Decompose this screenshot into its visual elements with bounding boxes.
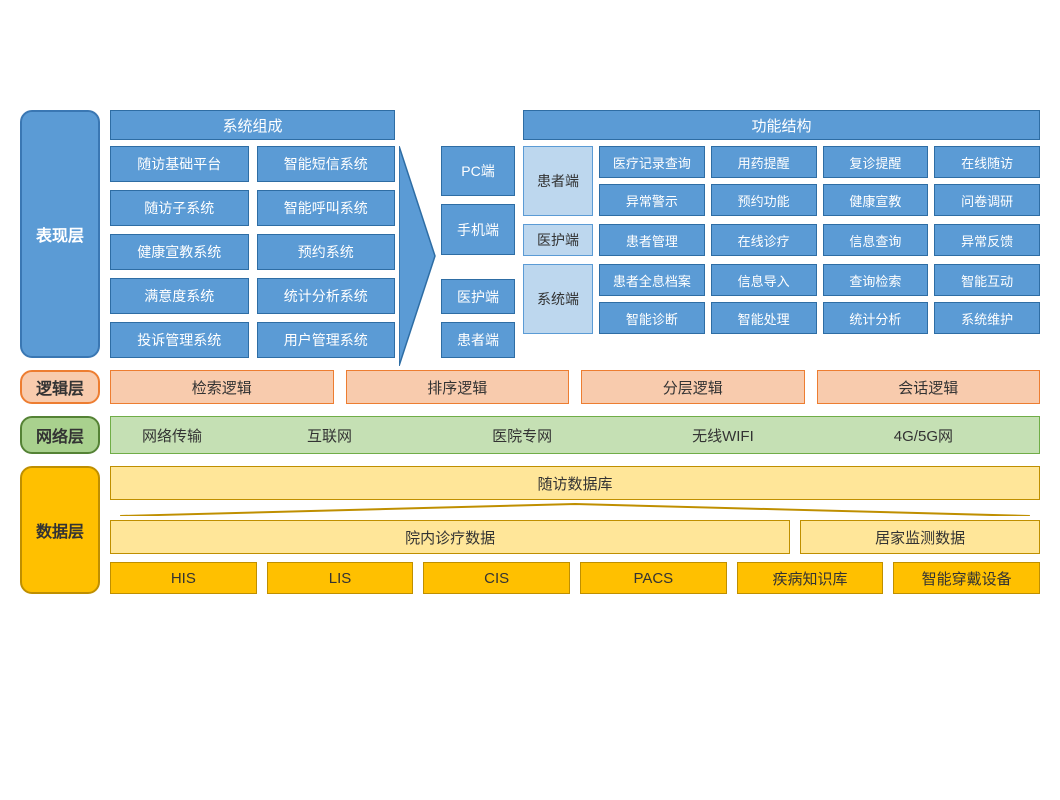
- role-system: 系统端: [523, 264, 593, 334]
- role-patient: 患者端: [523, 146, 593, 216]
- layer-label-network: 网络层: [20, 416, 100, 454]
- func-item: 复诊提醒: [823, 146, 929, 178]
- func-item: 信息查询: [823, 224, 929, 256]
- sys-item: 统计分析系统: [257, 278, 396, 314]
- sys-item: 智能短信系统: [257, 146, 396, 182]
- data-home: 居家监测数据: [800, 520, 1040, 554]
- logic-item: 分层逻辑: [581, 370, 805, 404]
- func-item: 患者管理: [599, 224, 705, 256]
- network-item: 4G/5G网: [894, 425, 953, 446]
- header-system-composition: 系统组成: [110, 110, 395, 140]
- sys-item: 预约系统: [257, 234, 396, 270]
- data-db: 随访数据库: [110, 466, 1040, 500]
- header-function-structure: 功能结构: [523, 110, 1040, 140]
- func-item: 异常反馈: [934, 224, 1040, 256]
- systems-grid: 随访基础平台 智能短信系统 随访子系统 智能呼叫系统 健康宣教系统 预约系统 满…: [110, 146, 395, 358]
- func-item: 智能互动: [934, 264, 1040, 296]
- func-item: 智能处理: [711, 302, 817, 334]
- sys-item: 智能呼叫系统: [257, 190, 396, 226]
- func-item: 统计分析: [823, 302, 929, 334]
- network-item: 互联网: [307, 425, 352, 446]
- sys-item: 投诉管理系统: [110, 322, 249, 358]
- data-hospital: 院内诊疗数据: [110, 520, 790, 554]
- data-source: CIS: [423, 562, 570, 594]
- logic-item: 排序逻辑: [346, 370, 570, 404]
- func-item: 预约功能: [711, 184, 817, 216]
- layer-network: 网络层 网络传输 互联网 医院专网 无线WIFI 4G/5G网: [20, 416, 1040, 454]
- connector-icon: [110, 502, 1040, 516]
- architecture-diagram: 表现层 系统组成 功能结构 随访基础平台 智能短信系统 随访子系统 智能呼叫系统…: [20, 110, 1040, 594]
- client-patient: 患者端: [441, 322, 515, 358]
- layer-presentation: 表现层 系统组成 功能结构 随访基础平台 智能短信系统 随访子系统 智能呼叫系统…: [20, 110, 1040, 358]
- data-source: HIS: [110, 562, 257, 594]
- client-column: PC端 手机端 医护端 患者端: [441, 146, 515, 358]
- func-item: 查询检索: [823, 264, 929, 296]
- network-item: 医院专网: [492, 425, 552, 446]
- data-source: 智能穿戴设备: [893, 562, 1040, 594]
- network-box: 网络传输 互联网 医院专网 无线WIFI 4G/5G网: [110, 416, 1040, 454]
- sys-item: 随访子系统: [110, 190, 249, 226]
- logic-item: 会话逻辑: [817, 370, 1041, 404]
- data-source: PACS: [580, 562, 727, 594]
- sys-item: 满意度系统: [110, 278, 249, 314]
- data-source: 疾病知识库: [737, 562, 884, 594]
- sys-item: 用户管理系统: [257, 322, 396, 358]
- function-area: 患者端 医疗记录查询 用药提醒 复诊提醒 在线随访 异常警示 预约功能 健康宣教…: [523, 146, 1040, 358]
- layer-label-logic: 逻辑层: [20, 370, 100, 404]
- sys-item: 随访基础平台: [110, 146, 249, 182]
- layer-label-presentation: 表现层: [20, 110, 100, 358]
- func-item: 系统维护: [934, 302, 1040, 334]
- func-item: 用药提醒: [711, 146, 817, 178]
- func-item: 异常警示: [599, 184, 705, 216]
- func-item: 健康宣教: [823, 184, 929, 216]
- layer-logic: 逻辑层 检索逻辑 排序逻辑 分层逻辑 会话逻辑: [20, 370, 1040, 404]
- sys-item: 健康宣教系统: [110, 234, 249, 270]
- func-item: 问卷调研: [934, 184, 1040, 216]
- layer-data: 数据层 随访数据库 院内诊疗数据 居家监测数据 HIS LIS CIS PACS…: [20, 466, 1040, 594]
- logic-item: 检索逻辑: [110, 370, 334, 404]
- network-prefix: 网络传输: [127, 425, 217, 446]
- client-pc: PC端: [441, 146, 515, 196]
- func-item: 信息导入: [711, 264, 817, 296]
- func-item: 在线诊疗: [711, 224, 817, 256]
- client-mobile: 手机端: [441, 204, 515, 254]
- client-staff: 医护端: [441, 279, 515, 315]
- role-staff: 医护端: [523, 224, 593, 256]
- func-item: 智能诊断: [599, 302, 705, 334]
- func-item: 患者全息档案: [599, 264, 705, 296]
- arrow-icon: [403, 146, 433, 358]
- func-item: 医疗记录查询: [599, 146, 705, 178]
- data-source: LIS: [267, 562, 414, 594]
- layer-label-data: 数据层: [20, 466, 100, 594]
- network-item: 无线WIFI: [692, 425, 754, 446]
- func-item: 在线随访: [934, 146, 1040, 178]
